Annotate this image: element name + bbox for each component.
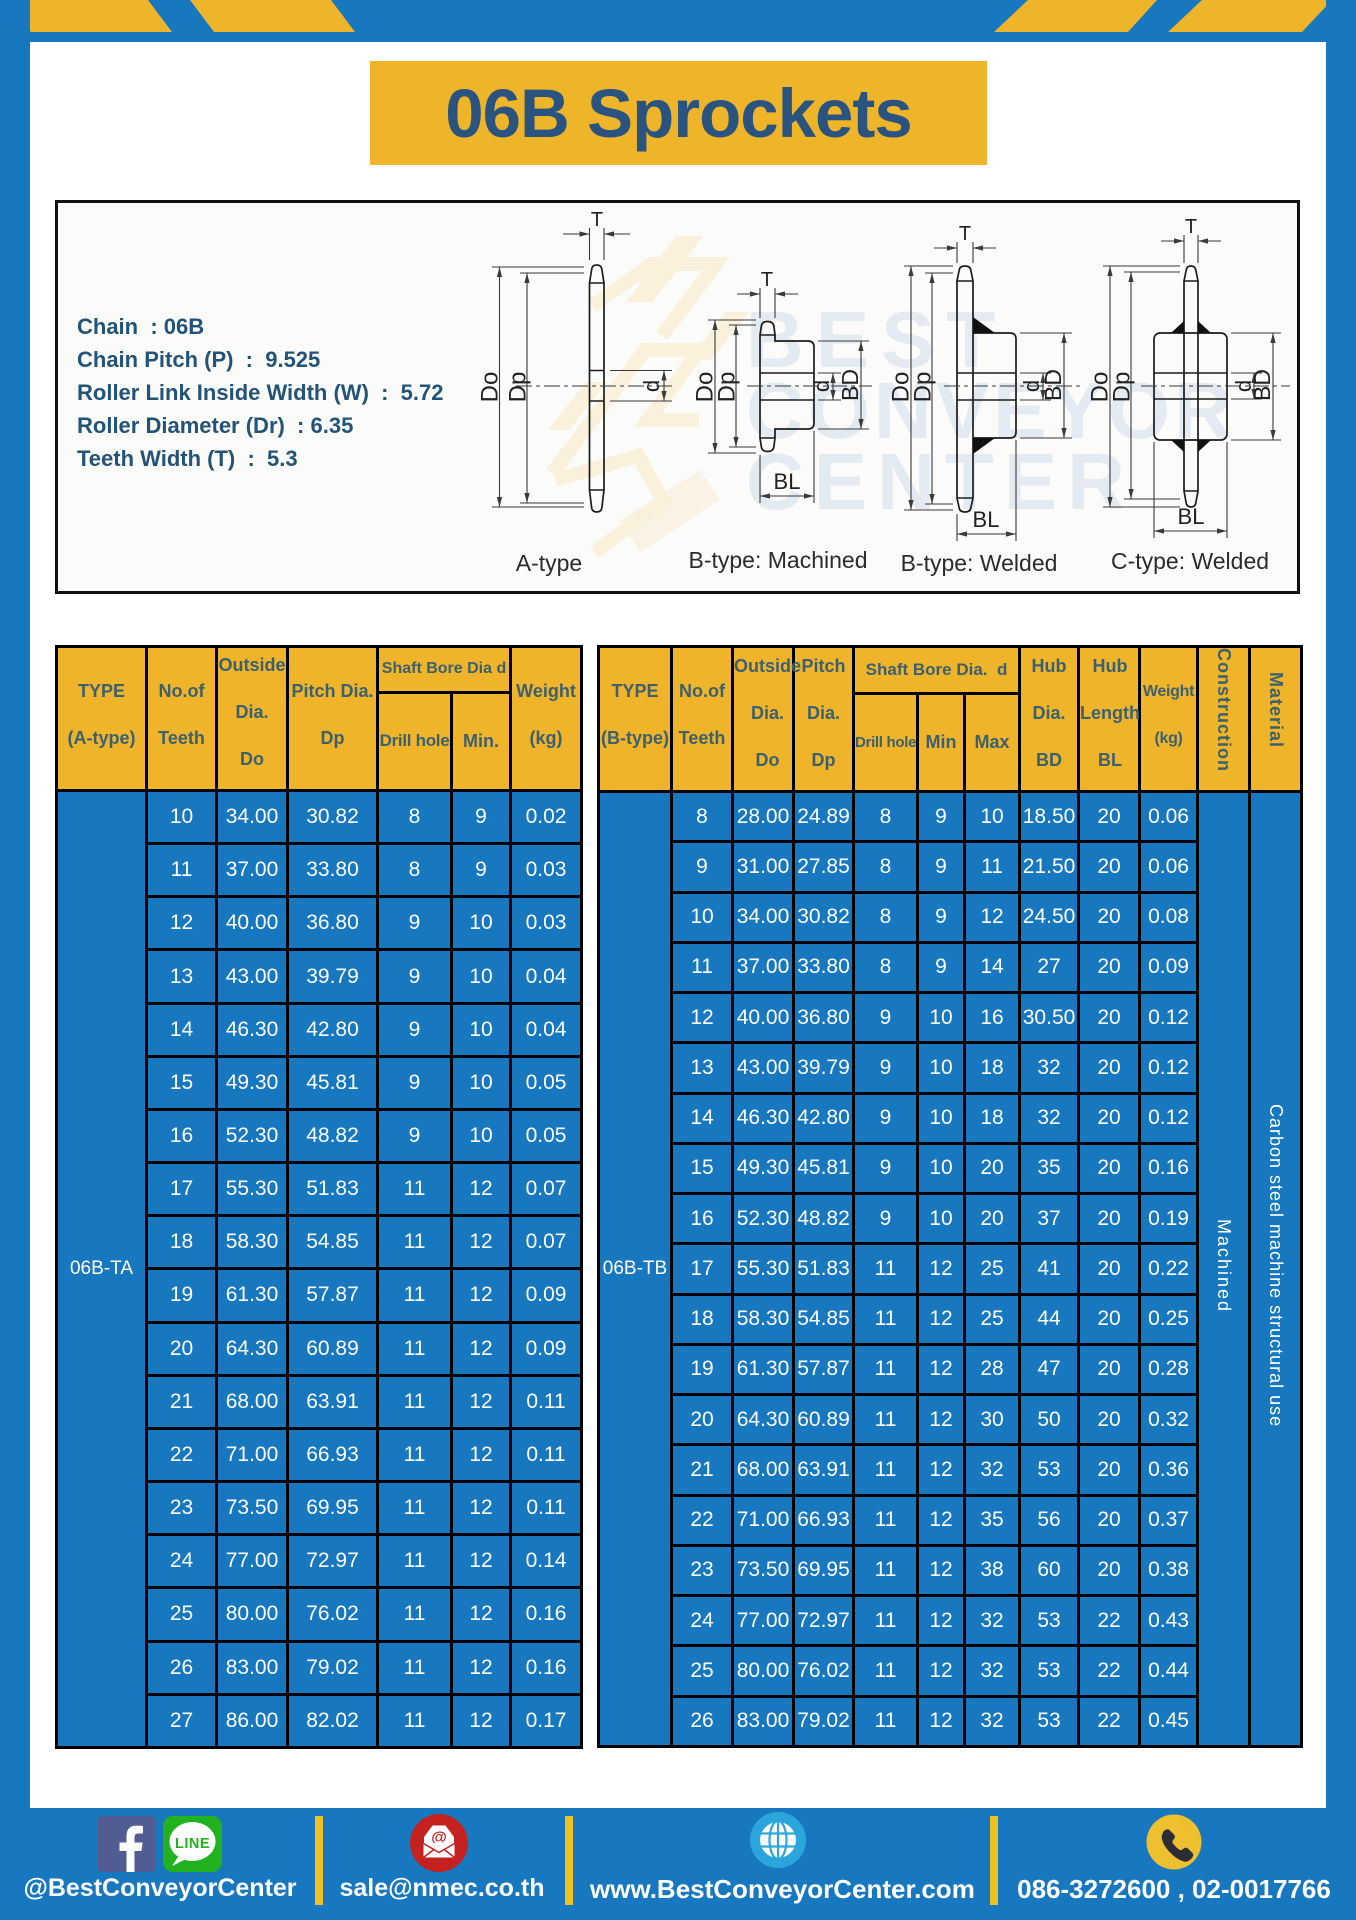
svg-text:Do: Do xyxy=(691,372,718,403)
svg-text:T: T xyxy=(1185,216,1197,238)
svg-text:Dp: Dp xyxy=(1108,372,1135,403)
svg-text:B-type: Welded: B-type: Welded xyxy=(901,550,1058,576)
svg-text:Do: Do xyxy=(476,372,503,403)
svg-text:d: d xyxy=(809,380,834,392)
svg-text:Dp: Dp xyxy=(504,372,531,403)
svg-text:d: d xyxy=(639,380,664,392)
svg-text:A-type: A-type xyxy=(516,550,582,576)
svg-text:d: d xyxy=(1231,380,1256,392)
svg-text:BEST: BEST xyxy=(746,295,1007,384)
svg-text:d: d xyxy=(1019,380,1044,392)
svg-text:BD: BD xyxy=(1040,369,1066,401)
svg-text:BD: BD xyxy=(837,369,863,401)
svg-text:T: T xyxy=(959,223,971,245)
svg-text:LINE: LINE xyxy=(175,1836,210,1852)
svg-text:CENTER: CENTER xyxy=(746,437,1135,526)
svg-text:Dp: Dp xyxy=(713,372,740,403)
svg-text:B-type: Machined: B-type: Machined xyxy=(689,547,868,573)
svg-text:Dp: Dp xyxy=(909,372,936,403)
svg-text:T: T xyxy=(761,269,773,291)
svg-text:C-type: Welded: C-type: Welded xyxy=(1111,548,1269,574)
svg-text:Do: Do xyxy=(1086,372,1113,403)
svg-text:BL: BL xyxy=(1178,504,1205,529)
svg-text:T: T xyxy=(591,209,603,231)
svg-text:BD: BD xyxy=(1249,369,1275,401)
svg-text:Do: Do xyxy=(887,372,914,403)
svg-text:BL: BL xyxy=(973,507,1000,532)
svg-text:@: @ xyxy=(431,1830,447,1847)
svg-text:BL: BL xyxy=(774,469,801,494)
